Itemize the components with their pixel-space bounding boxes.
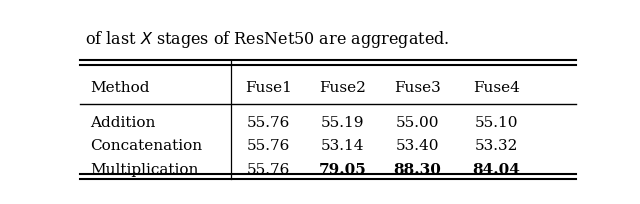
Text: 53.40: 53.40 [396,139,439,153]
Text: 55.10: 55.10 [475,116,518,130]
Text: 53.14: 53.14 [321,139,365,153]
Text: Fuse3: Fuse3 [394,81,441,95]
Text: Concatenation: Concatenation [90,139,202,153]
Text: Addition: Addition [90,116,156,130]
Text: Fuse4: Fuse4 [473,81,520,95]
Text: Multiplication: Multiplication [90,163,198,177]
Text: 88.30: 88.30 [394,163,441,177]
Text: 55.76: 55.76 [247,163,290,177]
Text: Fuse2: Fuse2 [319,81,366,95]
Text: 53.32: 53.32 [475,139,518,153]
Text: 55.00: 55.00 [396,116,439,130]
Text: Method: Method [90,81,149,95]
Text: of last $X$ stages of ResNet50 are aggregated.: of last $X$ stages of ResNet50 are aggre… [85,29,449,50]
Text: 79.05: 79.05 [319,163,367,177]
Text: 55.19: 55.19 [321,116,365,130]
Text: Fuse1: Fuse1 [245,81,292,95]
Text: 55.76: 55.76 [247,139,290,153]
Text: 55.76: 55.76 [247,116,290,130]
Text: 84.04: 84.04 [473,163,520,177]
